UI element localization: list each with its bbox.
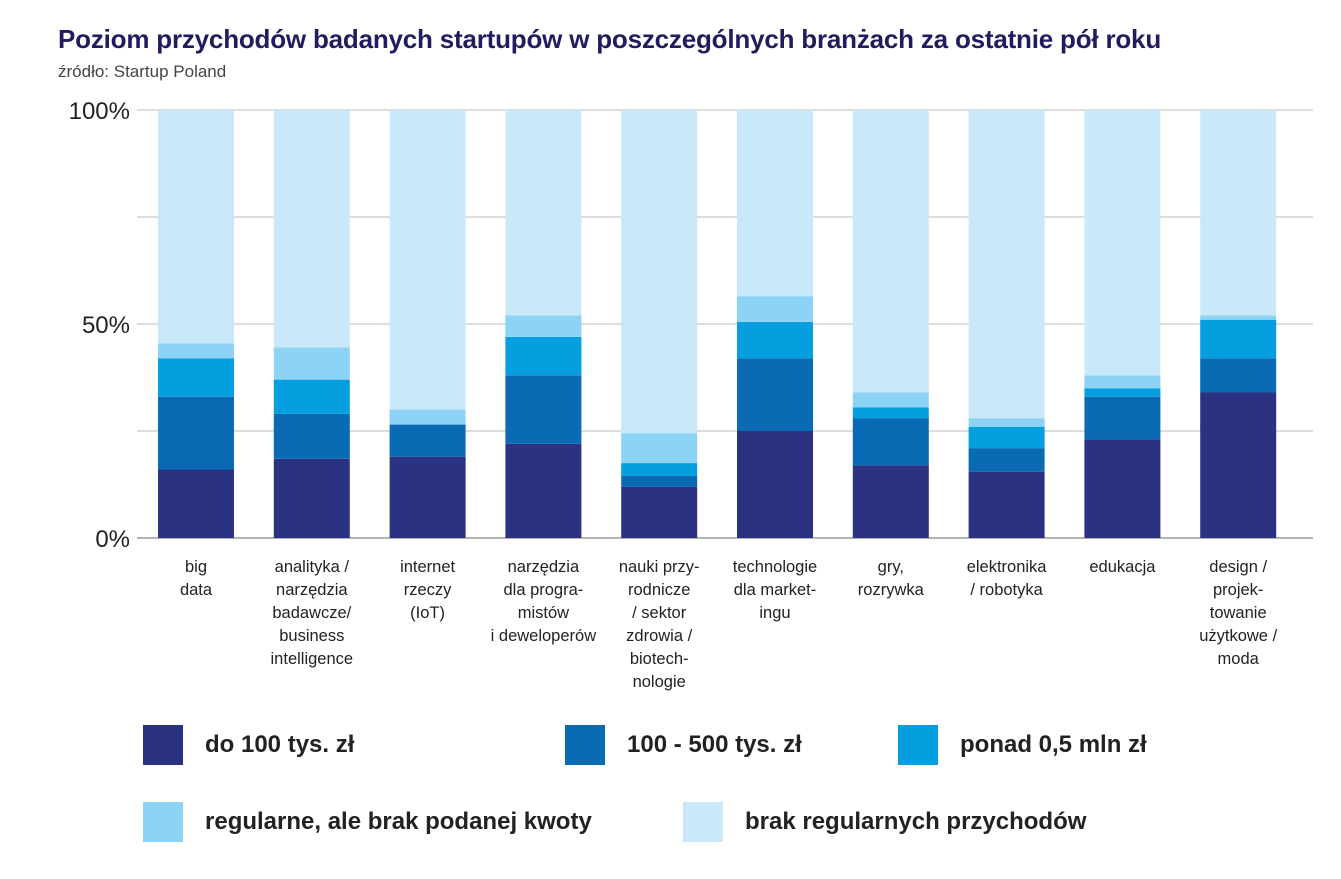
legend-swatch <box>143 802 183 842</box>
bar-segment-1 <box>1084 439 1161 538</box>
bar-segment-5 <box>621 110 698 434</box>
bar-segment-4 <box>1200 315 1277 320</box>
x-tick-label: edukacja <box>1089 558 1156 576</box>
bar-segment-5 <box>389 110 466 410</box>
bar-segment-4 <box>968 418 1045 427</box>
bar-segment-4 <box>273 347 350 380</box>
bar-segment-3 <box>273 379 350 414</box>
legend-item: do 100 tys. zł <box>143 725 354 765</box>
x-tick-label: technologie dla market- ingu <box>732 558 818 622</box>
x-tick-label: elektronika / robotyka <box>966 558 1047 599</box>
bar-segment-4 <box>389 409 466 425</box>
bar-segment-1 <box>273 458 350 538</box>
bar-segment-1 <box>621 486 698 538</box>
bar-segment-5 <box>273 110 350 348</box>
x-tick-label: internet rzeczy (IoT) <box>400 558 456 622</box>
bar-segment-1 <box>158 469 234 538</box>
bar-segment-4 <box>1084 375 1161 389</box>
bar-segment-4 <box>505 315 582 337</box>
bar-segment-3 <box>158 358 234 397</box>
bar-segment-5 <box>852 110 929 393</box>
legend-label: regularne, ale brak podanej kwoty <box>205 808 592 835</box>
bar-segment-5 <box>968 110 1045 419</box>
bar-segment-1 <box>1200 392 1277 538</box>
bar-segment-2 <box>273 413 350 459</box>
bar-segment-3 <box>968 426 1045 449</box>
legend-item: ponad 0,5 mln zł <box>898 725 1147 765</box>
x-tick-label: gry, rozrywka <box>857 558 924 599</box>
bar-segment-2 <box>158 396 234 470</box>
x-tick-label: analityka / narzędzia badawcze/ business… <box>270 558 354 668</box>
legend-swatch <box>683 802 723 842</box>
legend-item: brak regularnych przychodów <box>683 802 1086 842</box>
y-axis: 0% 50% 100% <box>69 98 130 553</box>
legend-swatch <box>143 725 183 765</box>
bar-segment-4 <box>621 433 698 464</box>
y-tick-label: 100% <box>69 98 130 125</box>
x-tick-label: big data <box>179 558 213 599</box>
bar-segment-4 <box>158 343 234 359</box>
bar-segment-5 <box>737 110 813 297</box>
y-tick-label: 0% <box>95 526 130 553</box>
bar-segment-2 <box>505 375 582 444</box>
chart-title: Poziom przychodów badanych startupów w p… <box>58 24 1161 54</box>
bar-segment-2 <box>968 448 1045 472</box>
chart-source: źródło: Startup Poland <box>58 62 227 81</box>
bar-segment-2 <box>1084 396 1161 440</box>
legend-label: ponad 0,5 mln zł <box>960 731 1147 758</box>
legend-swatch <box>565 725 605 765</box>
x-tick-label: design / projek- towanie użytkowe / moda <box>1199 558 1278 668</box>
bar-segment-3 <box>621 463 698 476</box>
bar-segment-5 <box>1200 110 1277 316</box>
x-tick-label: nauki przy- rodnicze / sektor zdrowia / … <box>618 558 700 691</box>
bar-segment-2 <box>1200 358 1277 393</box>
legend-swatch <box>898 725 938 765</box>
bar-segment-2 <box>852 418 929 466</box>
bar-segment-4 <box>852 392 929 408</box>
y-tick-label: 50% <box>82 312 130 339</box>
bar-segment-5 <box>1084 110 1161 376</box>
bar-segment-1 <box>505 443 582 538</box>
bar-segment-2 <box>389 424 466 457</box>
bars <box>158 110 1277 538</box>
bar-segment-1 <box>968 471 1045 538</box>
bar-segment-3 <box>1200 319 1277 359</box>
legend-label: do 100 tys. zł <box>205 731 355 758</box>
bar-segment-2 <box>737 358 813 431</box>
legend-label: 100 - 500 tys. zł <box>627 731 802 758</box>
bar-segment-3 <box>505 336 582 376</box>
bar-segment-1 <box>852 465 929 538</box>
bar-segment-3 <box>1084 388 1161 397</box>
bar-segment-5 <box>505 110 582 316</box>
bar-segment-4 <box>737 296 813 322</box>
bar-segment-5 <box>158 110 234 344</box>
bar-segment-1 <box>389 456 466 538</box>
bar-segment-2 <box>621 475 698 487</box>
bar-segment-3 <box>852 407 929 419</box>
bar-segment-1 <box>737 431 813 538</box>
legend-item: 100 - 500 tys. zł <box>565 725 802 765</box>
legend-label: brak regularnych przychodów <box>745 808 1087 835</box>
legend-item: regularne, ale brak podanej kwoty <box>143 802 592 842</box>
x-tick-label: narzędzia dla progra- mistów i deweloper… <box>490 558 597 645</box>
bar-segment-3 <box>737 321 813 359</box>
